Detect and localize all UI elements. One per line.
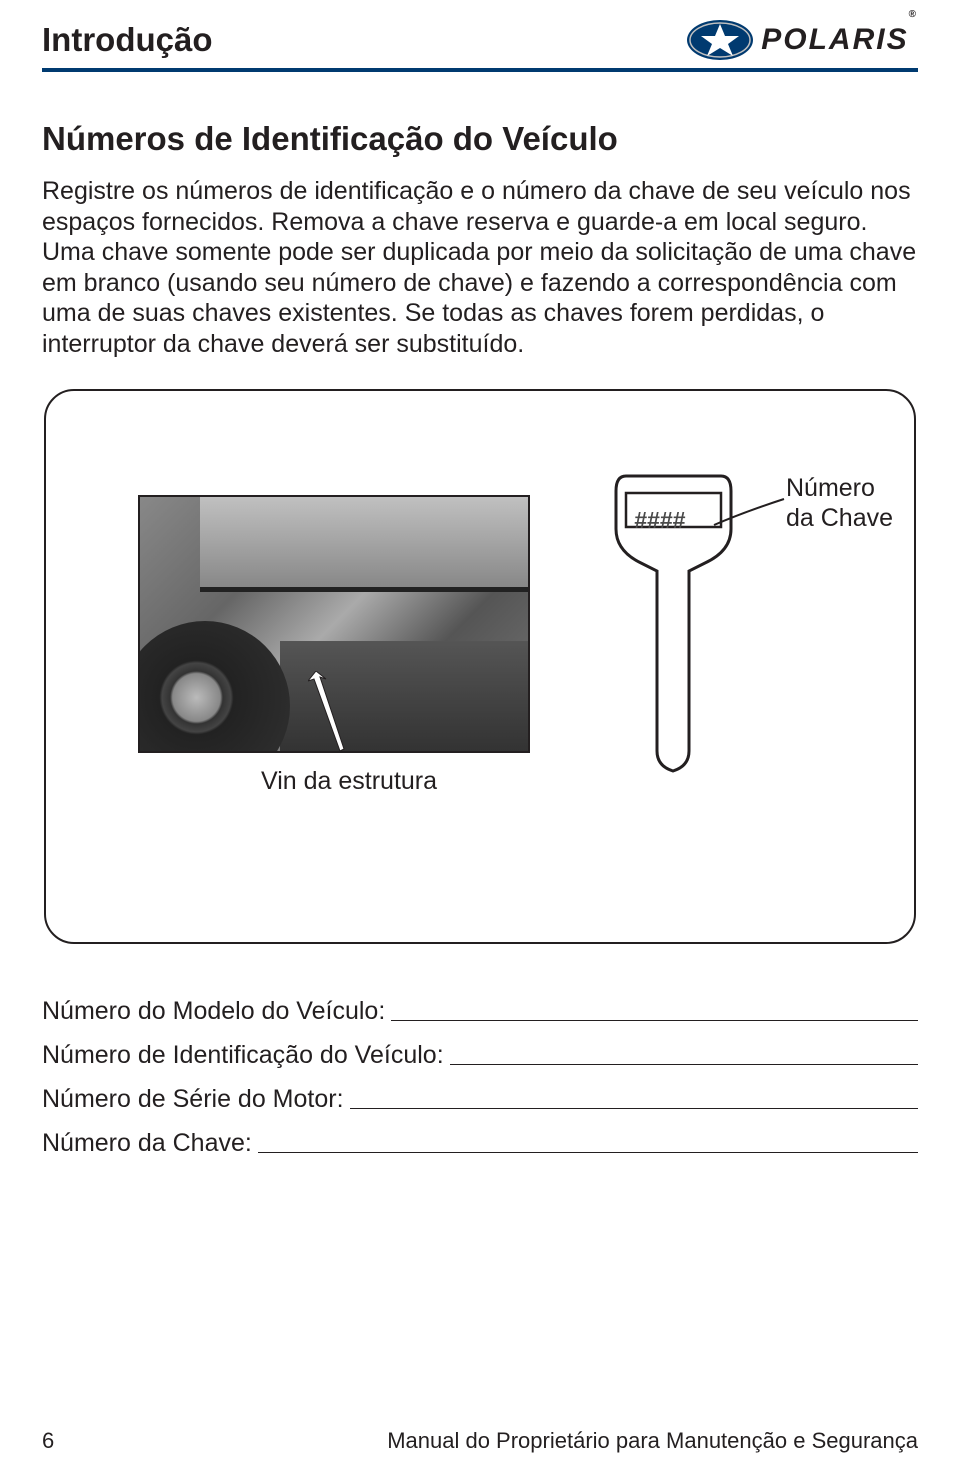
brand-name: POLARIS®	[761, 23, 918, 57]
key-hash-placeholder: ####	[634, 507, 685, 534]
form-label: Número do Modelo do Veículo:	[42, 997, 385, 1026]
form-underline	[350, 1108, 918, 1109]
page-footer: 6 Manual do Proprietário para Manutenção…	[42, 1428, 918, 1454]
form-underline	[391, 1020, 918, 1021]
form-label: Número da Chave:	[42, 1129, 252, 1158]
form-field-model: Número do Modelo do Veículo:	[42, 994, 918, 1026]
polaris-star-icon	[685, 18, 755, 62]
page-number: 6	[42, 1428, 54, 1454]
form-label: Número de Série do Motor:	[42, 1085, 344, 1114]
content-heading: Números de Identificação do Veículo	[42, 120, 918, 158]
key-label: Número da Chave	[786, 473, 893, 533]
page-header: Introdução POLARIS®	[42, 18, 918, 62]
form-underline	[258, 1152, 918, 1153]
form-underline	[450, 1064, 918, 1065]
form-label: Número de Identificação do Veículo:	[42, 1041, 444, 1070]
vin-label: Vin da estrutura	[261, 767, 437, 796]
section-title: Introdução	[42, 21, 213, 59]
brand-logo: POLARIS®	[685, 18, 918, 62]
header-divider	[42, 68, 918, 72]
form-field-engine: Número de Série do Motor:	[42, 1082, 918, 1114]
manual-title: Manual do Proprietário para Manutenção e…	[387, 1428, 918, 1454]
arrow-icon	[308, 671, 353, 751]
form-field-vin: Número de Identificação do Veículo:	[42, 1038, 918, 1070]
key-pointer-line	[714, 517, 786, 519]
content-paragraph: Registre os números de identificação e o…	[42, 176, 918, 359]
form-field-key: Número da Chave:	[42, 1126, 918, 1158]
figure-container: Vin da estrutura #### Número da Chave	[44, 389, 916, 944]
